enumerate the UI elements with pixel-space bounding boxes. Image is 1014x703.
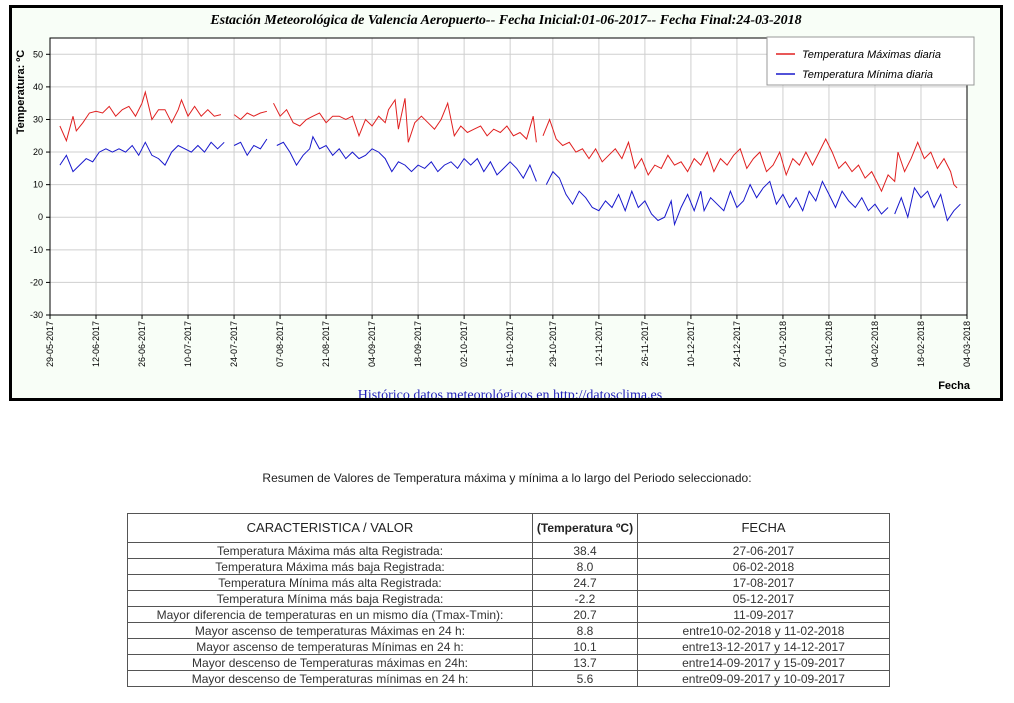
cell-value: 20.7 xyxy=(532,606,638,623)
cell-value: 24.7 xyxy=(532,574,638,591)
cell-date: entre10-02-2018 y 11-02-2018 xyxy=(637,622,890,639)
x-tick-label: 04-02-2018 xyxy=(870,321,880,367)
chart-title: Estación Meteorológica de Valencia Aerop… xyxy=(209,13,801,28)
max-temp-line xyxy=(233,110,268,121)
min-temp-line xyxy=(276,135,537,182)
x-tick-label: 02-10-2017 xyxy=(459,321,469,367)
y-tick-label: -10 xyxy=(30,245,43,255)
series-max xyxy=(59,90,958,193)
x-tick-label: 12-11-2017 xyxy=(594,321,604,366)
y-tick-label: 50 xyxy=(33,49,43,59)
x-tick-label: 18-02-2018 xyxy=(916,321,926,367)
x-tick-label: 04-09-2017 xyxy=(367,321,377,367)
cell-value: 5.6 xyxy=(532,670,638,687)
x-tick-label: 26-11-2017 xyxy=(640,321,650,366)
min-temp-line xyxy=(59,141,225,173)
x-tick-label: 24-12-2017 xyxy=(732,321,742,367)
cell-characteristic: Temperatura Máxima más baja Registrada: xyxy=(127,558,533,575)
max-temp-line xyxy=(59,90,222,143)
y-tick-label: 40 xyxy=(33,82,43,92)
cell-date: 11-09-2017 xyxy=(637,606,890,623)
cell-date: entre13-12-2017 y 14-12-2017 xyxy=(637,638,890,655)
table-row: Mayor ascenso de temperaturas Mínimas en… xyxy=(127,638,890,655)
y-tick-label: 0 xyxy=(38,212,43,222)
x-tick-label: 21-08-2017 xyxy=(321,321,331,367)
x-tick-label: 04-03-2018 xyxy=(962,321,972,367)
x-tick-label: 12-06-2017 xyxy=(91,321,101,367)
max-temp-line xyxy=(273,98,537,143)
y-tick-label: 10 xyxy=(33,180,43,190)
cell-value: 13.7 xyxy=(532,654,638,671)
cell-date: 17-08-2017 xyxy=(637,574,890,591)
cell-characteristic: Temperatura Mínima más alta Registrada: xyxy=(127,574,533,591)
cell-value: 38.4 xyxy=(532,542,638,559)
legend-label-max: Temperatura Máximas diaria xyxy=(802,49,941,61)
x-tick-label: 16-10-2017 xyxy=(505,321,515,367)
y-axis-label: Temperatura: ºC xyxy=(15,50,27,135)
cell-date: 06-02-2018 xyxy=(637,558,890,575)
header-temperature: (Temperatura ºC) xyxy=(532,513,638,543)
header-characteristic: CARACTERISTICA / VALOR xyxy=(127,513,533,543)
cell-characteristic: Temperatura Mínima más baja Registrada: xyxy=(127,590,533,607)
cell-date: entre14-09-2017 y 15-09-2017 xyxy=(637,654,890,671)
summary-table: CARACTERISTICA / VALOR (Temperatura ºC) … xyxy=(127,513,890,687)
cell-value: 8.0 xyxy=(532,558,638,575)
y-tick-label: -30 xyxy=(30,310,43,320)
x-tick-label: 26-06-2017 xyxy=(137,321,147,367)
summary-body: Temperatura Máxima más alta Registrada: 3… xyxy=(127,542,890,687)
temperature-chart: Estación Meteorológica de Valencia Aerop… xyxy=(15,13,975,398)
cell-date: entre09-09-2017 y 10-09-2017 xyxy=(637,670,890,687)
y-tick-label: 30 xyxy=(33,114,43,124)
cell-value: -2.2 xyxy=(532,590,638,607)
legend-label-min: Temperatura Mínima diaria xyxy=(802,69,933,81)
table-row: Temperatura Máxima más alta Registrada: 3… xyxy=(127,542,890,559)
cell-characteristic: Mayor ascenso de temperaturas Máximas en… xyxy=(127,622,533,639)
x-tick-label: 29-10-2017 xyxy=(548,321,558,367)
cell-characteristic: Mayor descenso de Temperaturas máximas e… xyxy=(127,654,533,671)
header-date: FECHA xyxy=(637,513,890,543)
legend-box xyxy=(766,36,975,86)
x-tick-label: 10-12-2017 xyxy=(686,321,696,367)
table-row: Temperatura Mínima más alta Registrada: 2… xyxy=(127,574,890,591)
cell-characteristic: Mayor ascenso de temperaturas Mínimas en… xyxy=(127,638,533,655)
plot-frame xyxy=(49,37,968,316)
summary-title: Resumen de Valores de Temperatura máxima… xyxy=(262,471,752,485)
cell-value: 8.8 xyxy=(532,622,638,639)
y-ticks: -30 -20 -10 0 10 20 30 40 50 xyxy=(30,49,50,320)
summary-header-row: CARACTERISTICA / VALOR (Temperatura ºC) … xyxy=(127,513,890,543)
min-temp-line xyxy=(233,138,268,157)
cell-characteristic: Mayor diferencia de temperaturas en un m… xyxy=(127,606,533,623)
table-row: Mayor descenso de Temperaturas mínimas e… xyxy=(127,670,890,687)
series-min xyxy=(59,135,961,227)
footer-credit: Histórico datos meteorológicos en http:/… xyxy=(358,388,662,398)
max-temp-line xyxy=(542,118,958,193)
series-layer xyxy=(59,90,961,227)
table-row: Temperatura Máxima más baja Registrada: 8… xyxy=(127,558,890,575)
x-ticks: 29-05-2017 12-06-2017 26-06-2017 10-07-2017… xyxy=(45,315,972,367)
min-temp-line xyxy=(545,170,889,227)
y-tick-label: -20 xyxy=(30,277,43,287)
x-tick-label: 07-08-2017 xyxy=(275,321,285,367)
x-axis-label: Fecha xyxy=(938,380,971,392)
cell-value: 10.1 xyxy=(532,638,638,655)
table-row: Temperatura Mínima más baja Registrada: -… xyxy=(127,590,890,607)
cell-characteristic: Mayor descenso de Temperaturas mínimas e… xyxy=(127,670,533,687)
table-row: Mayor diferencia de temperaturas en un m… xyxy=(127,606,890,623)
table-row: Mayor descenso de Temperaturas máximas e… xyxy=(127,654,890,671)
min-temp-line xyxy=(894,186,961,222)
cell-date: 05-12-2017 xyxy=(637,590,890,607)
chart-container: Estación Meteorológica de Valencia Aerop… xyxy=(9,5,1003,401)
y-tick-label: 20 xyxy=(33,147,43,157)
x-tick-label: 21-01-2018 xyxy=(824,321,834,367)
x-tick-label: 18-09-2017 xyxy=(413,321,423,367)
x-tick-label: 10-07-2017 xyxy=(183,321,193,367)
cell-date: 27-06-2017 xyxy=(637,542,890,559)
x-tick-label: 29-05-2017 xyxy=(45,321,55,367)
x-tick-label: 24-07-2017 xyxy=(229,321,239,367)
cell-characteristic: Temperatura Máxima más alta Registrada: xyxy=(127,542,533,559)
legend: Temperatura Máximas diaria Temperatura M… xyxy=(766,36,975,86)
x-tick-label: 07-01-2018 xyxy=(778,321,788,367)
table-row: Mayor ascenso de temperaturas Máximas en… xyxy=(127,622,890,639)
